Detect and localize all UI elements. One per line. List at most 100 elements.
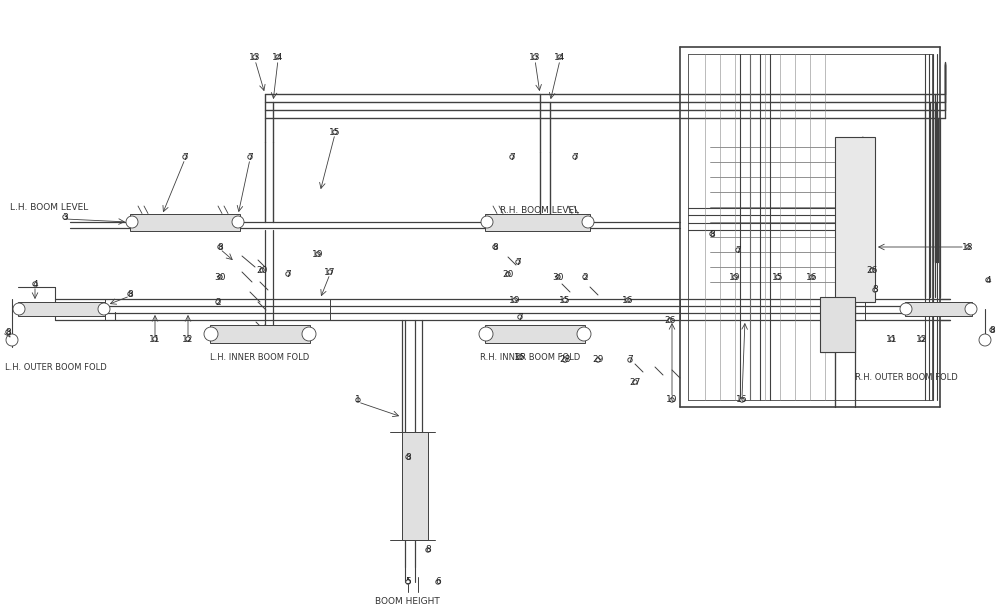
Circle shape xyxy=(563,358,567,362)
Circle shape xyxy=(328,270,332,274)
Text: 7: 7 xyxy=(247,152,253,162)
Bar xyxy=(485,214,590,231)
Circle shape xyxy=(216,300,220,304)
Circle shape xyxy=(736,248,740,252)
Circle shape xyxy=(253,55,257,59)
Text: 12: 12 xyxy=(182,335,194,343)
Circle shape xyxy=(436,580,440,584)
Text: 15: 15 xyxy=(559,296,571,305)
Circle shape xyxy=(6,334,18,346)
Circle shape xyxy=(13,303,25,315)
Bar xyxy=(820,297,855,352)
Text: 8: 8 xyxy=(5,327,11,337)
Circle shape xyxy=(128,292,132,296)
Circle shape xyxy=(870,268,874,272)
Circle shape xyxy=(426,548,430,552)
Text: 7: 7 xyxy=(735,245,741,255)
Circle shape xyxy=(920,337,924,341)
Circle shape xyxy=(316,252,320,256)
Text: 7: 7 xyxy=(509,152,515,162)
Circle shape xyxy=(558,55,562,59)
Circle shape xyxy=(516,260,520,264)
Text: 27: 27 xyxy=(629,378,641,387)
Circle shape xyxy=(513,298,517,302)
Text: 8: 8 xyxy=(709,230,715,239)
Circle shape xyxy=(582,216,594,228)
Text: 16: 16 xyxy=(806,272,818,282)
Circle shape xyxy=(668,318,672,322)
Text: 26: 26 xyxy=(866,266,878,275)
Circle shape xyxy=(186,337,190,341)
Text: 8: 8 xyxy=(127,289,133,299)
Text: 13: 13 xyxy=(249,53,261,61)
Text: L.H. BOOM LEVEL: L.H. BOOM LEVEL xyxy=(10,203,88,212)
Circle shape xyxy=(276,55,280,59)
Circle shape xyxy=(183,155,187,159)
Text: 28: 28 xyxy=(559,356,571,365)
Text: 4: 4 xyxy=(32,280,38,288)
Text: L.H. INNER BOOM FOLD: L.H. INNER BOOM FOLD xyxy=(210,353,309,362)
Bar xyxy=(402,432,428,540)
Text: 18: 18 xyxy=(962,242,974,252)
Text: R.H. OUTER BOOM FOLD: R.H. OUTER BOOM FOLD xyxy=(855,373,958,381)
Text: 15: 15 xyxy=(772,272,784,282)
Text: 17: 17 xyxy=(324,267,336,277)
Bar xyxy=(18,302,105,316)
Circle shape xyxy=(260,268,264,272)
Text: 1: 1 xyxy=(355,395,361,405)
Text: 2: 2 xyxy=(215,297,221,307)
Text: 6: 6 xyxy=(435,578,441,586)
Text: 7: 7 xyxy=(627,356,633,365)
Circle shape xyxy=(33,282,37,286)
Text: 8: 8 xyxy=(425,545,431,554)
Circle shape xyxy=(232,216,244,228)
Circle shape xyxy=(966,245,970,249)
Text: 26: 26 xyxy=(664,316,676,324)
Bar xyxy=(835,137,875,302)
Text: 14: 14 xyxy=(272,53,284,61)
Bar xyxy=(210,325,310,343)
Text: R.H. INNER BOOM FOLD: R.H. INNER BOOM FOLD xyxy=(480,353,580,362)
Text: 3: 3 xyxy=(62,212,68,222)
Text: 14: 14 xyxy=(554,53,566,61)
Circle shape xyxy=(126,216,138,228)
Text: 8: 8 xyxy=(989,326,995,335)
Text: R.H. BOOM LEVEL: R.H. BOOM LEVEL xyxy=(500,206,579,214)
Text: 7: 7 xyxy=(182,152,188,162)
Circle shape xyxy=(302,327,316,341)
Circle shape xyxy=(563,298,567,302)
Bar xyxy=(905,302,972,316)
Circle shape xyxy=(493,245,497,249)
Circle shape xyxy=(248,155,252,159)
Text: 8: 8 xyxy=(405,452,411,461)
Circle shape xyxy=(573,155,577,159)
Text: 20: 20 xyxy=(256,266,268,275)
Text: BOOM HEIGHT: BOOM HEIGHT xyxy=(375,597,440,606)
Circle shape xyxy=(873,288,877,292)
Text: 10: 10 xyxy=(666,395,678,405)
Text: 30: 30 xyxy=(552,272,564,282)
Circle shape xyxy=(406,455,410,459)
Text: 8: 8 xyxy=(217,242,223,252)
Circle shape xyxy=(333,130,337,134)
Text: 30: 30 xyxy=(214,272,226,282)
Circle shape xyxy=(740,398,744,402)
Circle shape xyxy=(990,328,994,332)
Text: 12: 12 xyxy=(916,335,928,343)
Circle shape xyxy=(218,245,222,249)
Circle shape xyxy=(153,337,157,341)
Text: 13: 13 xyxy=(529,53,541,61)
Circle shape xyxy=(556,275,560,279)
Circle shape xyxy=(596,358,600,362)
Circle shape xyxy=(533,55,537,59)
Text: 29: 29 xyxy=(592,356,604,365)
Circle shape xyxy=(733,275,737,279)
Text: 7: 7 xyxy=(285,269,291,278)
Text: 19: 19 xyxy=(312,250,324,258)
Text: 16: 16 xyxy=(514,353,526,362)
Circle shape xyxy=(356,398,360,402)
Text: 2: 2 xyxy=(582,272,588,282)
Text: 11: 11 xyxy=(149,335,161,343)
Circle shape xyxy=(710,232,714,236)
Circle shape xyxy=(518,355,522,359)
